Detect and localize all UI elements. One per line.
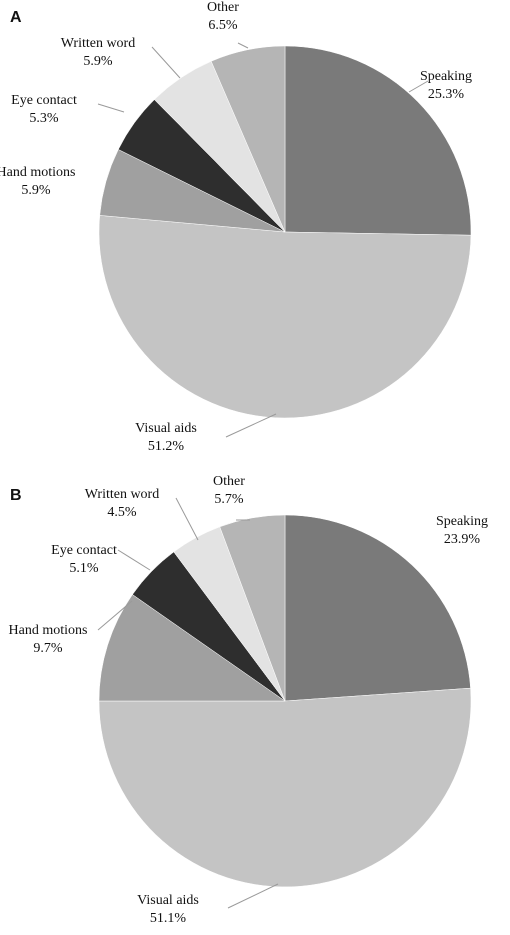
slice-value-speaking: 25.3% <box>428 87 465 102</box>
leader-line-written-word <box>175 497 199 541</box>
leader-line-visual-aids <box>225 413 277 438</box>
slice-label-other: Other <box>213 474 245 489</box>
leader-line-eye-contact <box>97 103 125 113</box>
panel-letter-b: B <box>10 487 22 504</box>
slice-label-eye-contact: Eye contact <box>51 543 117 558</box>
panel-letter-a: A <box>10 9 22 26</box>
slice-label-hand-motions: Hand motions <box>9 623 88 638</box>
leader-line-written-word <box>151 46 181 79</box>
leader-line-hand-motions <box>97 600 133 631</box>
pie-slice-visual-aids <box>98 215 472 419</box>
slice-value-hand-motions: 5.9% <box>21 183 51 198</box>
slice-value-visual-aids: 51.1% <box>150 911 187 926</box>
slice-label-visual-aids: Visual aids <box>135 421 197 436</box>
slice-label-other: Other <box>207 0 239 15</box>
slice-value-other: 6.5% <box>208 18 238 33</box>
slice-label-written-word: Written word <box>85 487 159 502</box>
slice-label-hand-motions: Hand motions <box>0 165 75 180</box>
pie-slice-speaking <box>284 514 471 702</box>
pie-slice-hand-motions <box>98 594 286 702</box>
slice-value-speaking: 23.9% <box>444 532 481 547</box>
slice-value-eye-contact: 5.3% <box>29 111 59 126</box>
slice-value-eye-contact: 5.1% <box>69 561 99 576</box>
leader-line-eye-contact <box>117 549 151 571</box>
slice-label-eye-contact: Eye contact <box>11 93 77 108</box>
pie-chart-b: B Speaking 23.9% Visual aids 51.1% Hand motio… <box>9 474 489 926</box>
leader-line-visual-aids <box>227 883 279 909</box>
slice-label-visual-aids: Visual aids <box>137 893 199 908</box>
slice-value-visual-aids: 51.2% <box>148 439 185 454</box>
slice-label-written-word: Written word <box>61 36 135 51</box>
slice-label-speaking: Speaking <box>420 69 472 84</box>
leader-line-speaking <box>408 80 429 93</box>
slice-label-speaking: Speaking <box>436 514 488 529</box>
slice-value-written-word: 4.5% <box>107 505 137 520</box>
pie-slice-other <box>210 45 286 233</box>
pie-slice-speaking <box>284 45 472 236</box>
pie-slice-other <box>219 514 286 702</box>
slice-value-other: 5.7% <box>214 492 244 507</box>
pie-slice-visual-aids <box>98 687 472 888</box>
slice-value-hand-motions: 9.7% <box>33 641 63 656</box>
leader-line-other <box>237 42 249 49</box>
slice-value-written-word: 5.9% <box>83 54 113 69</box>
pie-chart-a: A Speaking 25.3% Visual aids 51.2% Hand motio… <box>0 0 472 454</box>
